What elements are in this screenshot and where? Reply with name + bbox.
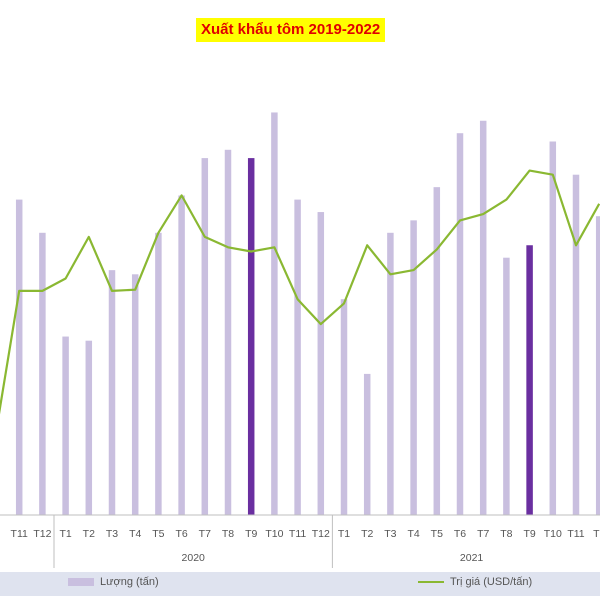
bar <box>224 149 232 516</box>
bar <box>317 212 325 516</box>
x-tick-label: T3 <box>384 528 396 540</box>
x-tick-label: T3 <box>106 528 118 540</box>
x-tick-label: T10 <box>265 528 283 540</box>
x-tick-label: T6 <box>454 528 466 540</box>
x-tick-label: T6 <box>175 528 187 540</box>
x-tick-label: T7 <box>199 528 211 540</box>
bar <box>456 133 464 515</box>
x-tick-label: T1 <box>338 528 350 540</box>
bar <box>294 199 301 515</box>
bar <box>526 245 533 515</box>
legend-item-bars: Lượng (tấn) <box>68 576 159 588</box>
bar <box>178 195 185 515</box>
x-tick-label: T7 <box>477 528 489 540</box>
bar <box>340 299 348 515</box>
x-tick-label: T8 <box>222 528 234 540</box>
legend-bar-swatch <box>68 578 94 586</box>
bar <box>363 373 371 515</box>
bars-layer <box>15 112 600 516</box>
x-tick-label: T11 <box>289 528 306 540</box>
bar <box>387 232 394 516</box>
bar <box>433 187 441 515</box>
legend: Lượng (tấn) Trị giá (USD/tấn) <box>0 572 600 596</box>
x-tick-label: T11 <box>567 528 584 540</box>
x-axis: 0T11T12T1T2T3T4T5T6T7T8T9T10T11T12T1T2T3… <box>0 514 600 568</box>
bar <box>503 257 510 515</box>
bar <box>247 158 255 515</box>
x-tick-label: T8 <box>500 528 512 540</box>
bar <box>85 340 93 515</box>
x-tick-label: T9 <box>523 528 535 540</box>
bar <box>572 174 580 515</box>
legend-item-line: Trị giá (USD/tấn) <box>418 576 532 588</box>
x-tick-label: T2 <box>361 528 373 540</box>
x-tick-label: T5 <box>152 528 164 540</box>
bar <box>62 336 69 515</box>
bar <box>271 112 278 515</box>
x-tick-label: T2 <box>83 528 95 540</box>
bar <box>479 120 487 515</box>
bar <box>39 232 46 516</box>
bar <box>131 274 139 515</box>
bar <box>15 199 23 515</box>
x-tick-label: T10 <box>544 528 562 540</box>
chart-title: Xuất khẩu tôm 2019-2022 <box>196 18 386 42</box>
bar <box>595 216 600 515</box>
x-tick-label: T12 <box>312 528 330 540</box>
x-tick-label: T11 <box>11 528 28 540</box>
legend-line-swatch <box>418 581 444 583</box>
bar <box>108 270 116 515</box>
legend-line-label: Trị giá (USD/tấn) <box>450 576 533 588</box>
x-tick-label: T12 <box>33 528 51 540</box>
x-tick-label: T9 <box>245 528 257 540</box>
x-tick-label: T4 <box>407 528 419 540</box>
line-layer <box>0 169 600 415</box>
bar <box>201 158 209 515</box>
bar <box>155 232 162 516</box>
x-tick-label: T5 <box>431 528 443 540</box>
x-tick-label: T4 <box>129 528 141 540</box>
legend-bars-label: Lượng (tấn) <box>100 576 159 588</box>
year-group-label: 2021 <box>460 552 484 564</box>
bar <box>410 220 417 515</box>
bar <box>549 141 557 515</box>
year-group-label: 2020 <box>182 552 206 564</box>
x-tick-label: T1 <box>593 528 600 540</box>
x-tick-label: T1 <box>59 528 71 540</box>
